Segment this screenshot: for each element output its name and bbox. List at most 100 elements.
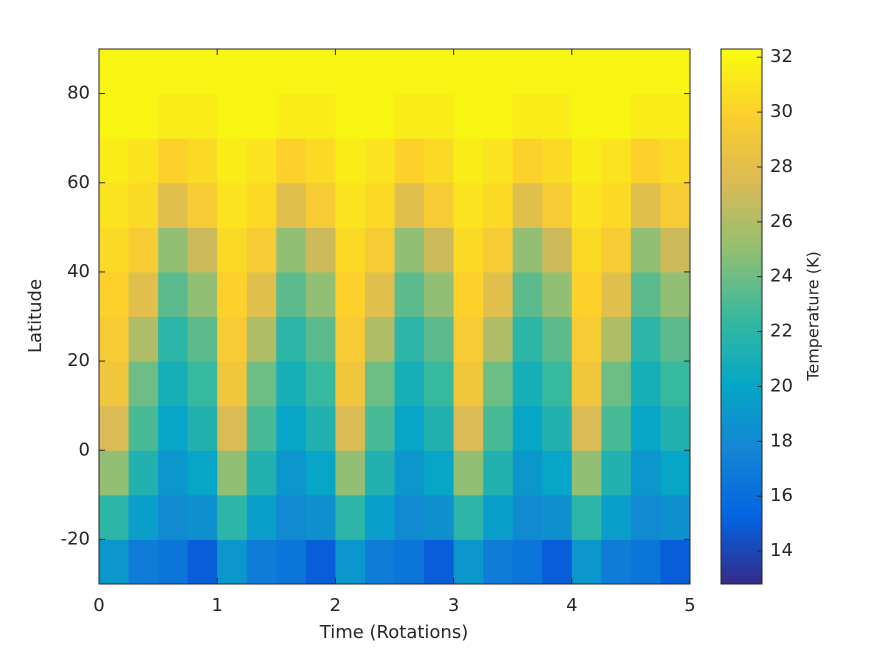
colorbar-label: Temperature (K) (804, 251, 823, 381)
heatmap-cell (483, 138, 514, 184)
heatmap-cell (483, 227, 514, 273)
colorbar-band (721, 396, 762, 402)
heatmap-cell (128, 271, 159, 317)
heatmap-cell (158, 138, 189, 184)
heatmap-cell (305, 182, 336, 228)
heatmap-cell (394, 494, 425, 540)
heatmap-cell (335, 450, 366, 496)
colorbar-band (721, 472, 762, 478)
heatmap-cell (276, 405, 307, 451)
heatmap-cell (246, 49, 277, 95)
heatmap-cell (99, 539, 130, 585)
heatmap-cell (601, 49, 632, 95)
colorbar-band (721, 463, 762, 469)
heatmap-cell (601, 494, 632, 540)
heatmap-cell (364, 227, 395, 273)
heatmap-cell (217, 405, 248, 451)
heatmap-cell (630, 227, 661, 273)
heatmap-cell (217, 93, 248, 139)
colorbar-band (721, 539, 762, 545)
colorbar-band (721, 222, 762, 228)
colorbar-band (721, 98, 762, 103)
heatmap-cell (512, 405, 543, 451)
plot-frame (98, 48, 691, 585)
heatmap-cell (128, 316, 159, 362)
colorbar-tick-label: 26 (770, 211, 793, 232)
heatmap-cell (276, 361, 307, 407)
heatmap-cell (571, 316, 602, 362)
heatmap-cell (424, 271, 455, 317)
heatmap-cell (483, 271, 514, 317)
heatmap-cell (335, 361, 366, 407)
colorbar-band (721, 432, 762, 438)
heatmap-cell (364, 93, 395, 139)
heatmap-cell (660, 361, 691, 407)
colorbar-band (721, 213, 762, 219)
colorbar-band (721, 164, 762, 170)
colorbar-tick-label: 20 (770, 375, 793, 396)
heatmap-cell (187, 227, 218, 273)
heatmap-cell (601, 316, 632, 362)
heatmap-cell (542, 361, 573, 407)
colorbar-band (721, 66, 762, 72)
heatmap-cell (217, 494, 248, 540)
heatmap-cell (364, 138, 395, 184)
heatmap-cell (424, 316, 455, 362)
heatmap-cell (542, 539, 573, 585)
heatmap-cell (630, 494, 661, 540)
heatmap-cell (453, 361, 484, 407)
heatmap-cell (158, 271, 189, 317)
colorbar-frame (720, 48, 763, 585)
heatmap-cell (601, 361, 632, 407)
colorbar-band (721, 334, 762, 340)
heatmap-cell (128, 361, 159, 407)
heatmap-cell (187, 93, 218, 139)
x-tick-label: 5 (684, 595, 695, 616)
colorbar-band (721, 490, 762, 496)
y-tick-label: 80 (67, 83, 90, 104)
colorbar-band (721, 129, 762, 135)
y-tick-label: 20 (67, 350, 90, 371)
colorbar-band (721, 267, 762, 273)
x-tick-label: 1 (211, 595, 222, 616)
heatmap-cell (217, 316, 248, 362)
heatmap-cell (128, 405, 159, 451)
colorbar-band (721, 298, 762, 304)
colorbar-band (721, 294, 762, 300)
colorbar-band (721, 494, 762, 500)
colorbar-band (721, 138, 762, 144)
heatmap-cell (660, 227, 691, 273)
heatmap-cell (424, 405, 455, 451)
colorbar-band (721, 115, 762, 121)
heatmap-cell (394, 539, 425, 585)
heatmap-cell (364, 494, 395, 540)
colorbar-band (721, 218, 762, 224)
heatmap-cell (276, 182, 307, 228)
colorbar-band (721, 459, 762, 465)
colorbar-band (721, 436, 762, 442)
heatmap-cell (128, 450, 159, 496)
heatmap-cell (424, 450, 455, 496)
heatmap-cell (99, 361, 130, 407)
colorbar-band (721, 111, 762, 117)
colorbar-band (721, 75, 762, 81)
heatmap-cell (158, 494, 189, 540)
heatmap-cell (394, 271, 425, 317)
heatmap-cell (483, 93, 514, 139)
heatmap-cell (571, 49, 602, 95)
heatmap-cell (453, 494, 484, 540)
heatmap-cell (571, 539, 602, 585)
heatmap-cell (660, 539, 691, 585)
heatmap-cell (542, 316, 573, 362)
heatmap-cell (246, 361, 277, 407)
heatmap-cell (424, 227, 455, 273)
heatmap-cell (246, 182, 277, 228)
heatmap-cell (571, 93, 602, 139)
heatmap-cell (158, 49, 189, 95)
heatmap-cell (512, 138, 543, 184)
colorbar-band (721, 178, 762, 184)
heatmap-cell (601, 450, 632, 496)
heatmap-cell (394, 316, 425, 362)
colorbar-band (721, 276, 762, 282)
colorbar-band (721, 102, 762, 108)
